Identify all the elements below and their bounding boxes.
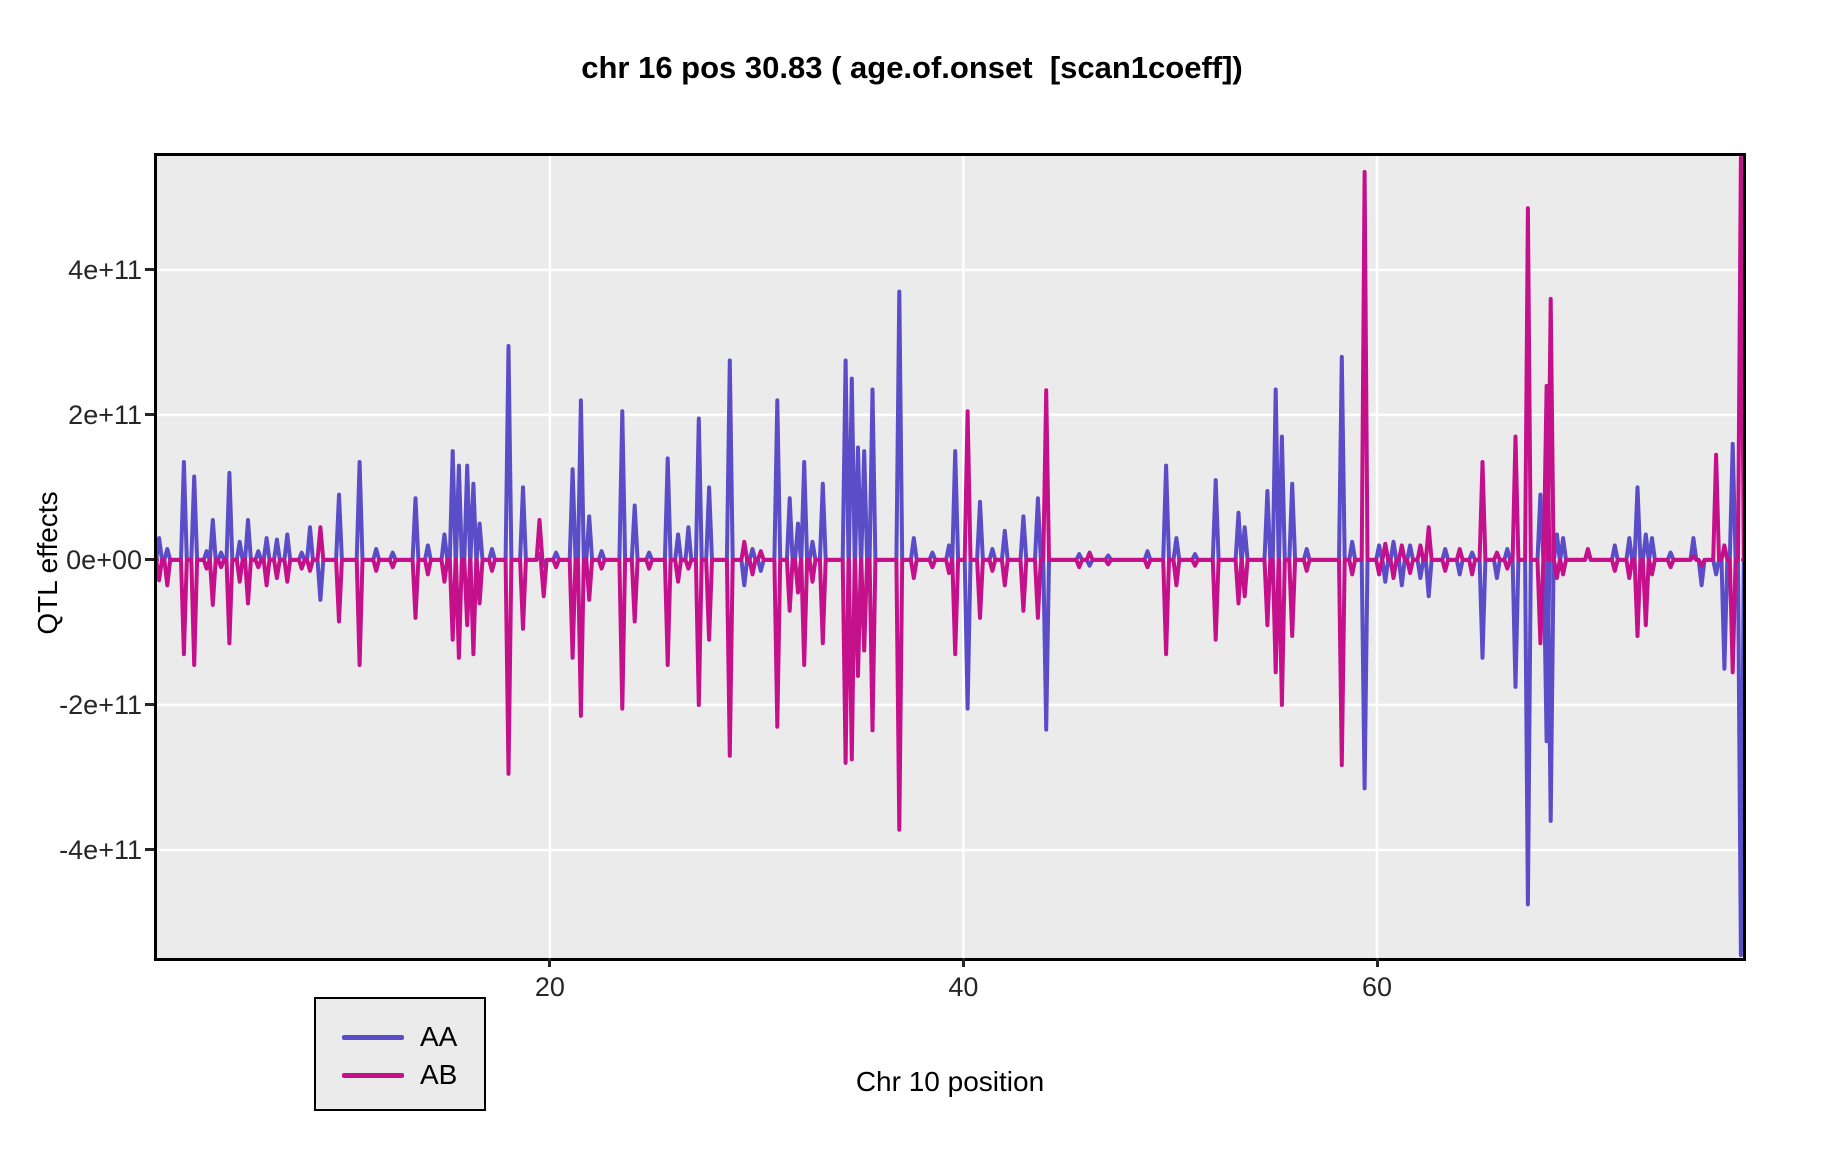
legend-item-aa: AA	[316, 1019, 484, 1055]
y-tick-label: -4e+11	[59, 834, 142, 865]
x-tick-mark	[961, 958, 965, 967]
x-tick-mark	[548, 958, 552, 967]
y-tick-mark	[145, 268, 154, 272]
x-tick-mark	[1375, 958, 1379, 967]
chart-title: chr 16 pos 30.83 ( age.of.onset [scan1co…	[581, 50, 1243, 85]
aa-line-swatch	[342, 1035, 404, 1040]
x-tick-label: 20	[534, 972, 565, 1002]
x-axis-title: Chr 10 position	[855, 1066, 1045, 1097]
y-tick-mark	[145, 413, 154, 417]
y-tick-label: 2e+11	[68, 399, 142, 430]
y-tick-mark	[145, 848, 154, 852]
x-tick-label: 40	[948, 972, 979, 1002]
y-tick-mark	[145, 558, 154, 562]
qtl-effects-plot	[157, 156, 1743, 958]
x-tick-label: 60	[1361, 972, 1393, 1002]
legend-box: AA AB	[314, 997, 486, 1111]
aa-series-line	[157, 289, 1743, 958]
ab-series-line	[157, 156, 1743, 832]
plot-panel: AA AB	[154, 153, 1746, 1111]
legend-label-ab: AB	[420, 1059, 458, 1090]
ab-line-swatch	[342, 1073, 404, 1078]
legend-item-ab: AB	[316, 1057, 484, 1093]
legend-label-aa: AA	[420, 1021, 458, 1052]
y-tick-label: 4e+11	[68, 254, 142, 285]
y-tick-label: 0e+00	[66, 544, 142, 575]
y-axis-title: QTL effects	[32, 491, 63, 635]
y-tick-label: -2e+11	[59, 689, 142, 720]
y-tick-mark	[145, 703, 154, 707]
